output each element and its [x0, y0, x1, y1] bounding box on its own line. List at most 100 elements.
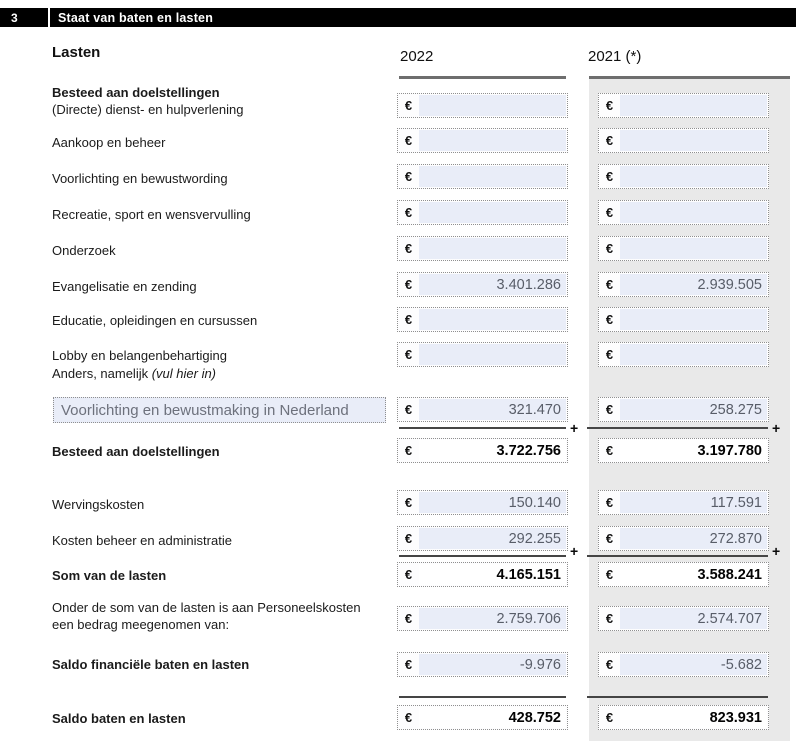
amount-field-saldo-financieel-2022[interactable]: € -9.976 — [397, 652, 568, 677]
euro-sign: € — [605, 567, 614, 582]
amount-value[interactable] — [620, 344, 767, 365]
amount-field-lobby-2021[interactable]: € — [598, 342, 769, 367]
amount-field-voorlichting-2022[interactable]: € — [397, 164, 568, 189]
amount-value[interactable] — [419, 309, 566, 330]
total-field-besteed-2022[interactable]: €3.722.756 — [397, 438, 568, 463]
euro-sign: € — [404, 402, 413, 417]
amount-value[interactable]: 3.401.286 — [419, 274, 566, 295]
amount-field-educatie-2021[interactable]: € — [598, 307, 769, 332]
amount-value[interactable]: -9.976 — [419, 654, 566, 675]
row-label-lobby-belangenbehartiging: Lobby en belangenbehartiging — [52, 348, 227, 363]
amount-value[interactable]: 258.275 — [620, 399, 767, 420]
total-field-besteed-2021[interactable]: €3.197.780 — [598, 438, 769, 463]
euro-sign: € — [404, 531, 413, 546]
euro-sign: € — [605, 98, 614, 113]
amount-value[interactable] — [620, 130, 767, 151]
row-label-dienst-hulpverlening: (Directe) dienst- en hulpverlening — [52, 102, 244, 117]
amount-field-dienst-2022[interactable]: € — [397, 93, 568, 118]
amount-value[interactable] — [620, 238, 767, 259]
amount-field-dienst-2021[interactable]: € — [598, 93, 769, 118]
amount-field-personeelskosten-2021[interactable]: €2.574.707 — [598, 606, 769, 631]
amount-field-wervingskosten-2022[interactable]: €150.140 — [397, 490, 568, 515]
amount-value[interactable]: 2.939.505 — [620, 274, 767, 295]
plus-sign-besteed-2022: + — [570, 420, 579, 436]
euro-sign: € — [404, 443, 413, 458]
amount-field-voorlichting-2021[interactable]: € — [598, 164, 769, 189]
personeelskosten-line1: Onder de som van de lasten is aan Person… — [52, 600, 361, 615]
amount-value[interactable] — [620, 309, 767, 330]
amount-value[interactable]: 2.759.706 — [419, 608, 566, 629]
euro-sign: € — [605, 277, 614, 292]
amount-value[interactable]: 272.870 — [620, 528, 767, 549]
section-header-bar: 3 Staat van baten en lasten — [0, 8, 796, 27]
euro-sign: € — [404, 205, 413, 220]
amount-value[interactable]: 117.591 — [620, 492, 767, 513]
amount-field-anders-2022[interactable]: €321.470 — [397, 397, 568, 422]
amount-value[interactable]: 3.197.780 — [620, 440, 767, 461]
amount-value[interactable] — [419, 202, 566, 223]
row-label-voorlichting-bewustwording: Voorlichting en bewustwording — [52, 171, 228, 186]
euro-sign: € — [404, 710, 413, 725]
amount-value[interactable]: 4.165.151 — [419, 564, 566, 585]
amount-value[interactable] — [419, 166, 566, 187]
amount-field-evangelisatie-2022[interactable]: €3.401.286 — [397, 272, 568, 297]
sum-line-besteed-2021 — [587, 427, 768, 429]
amount-value[interactable]: 3.588.241 — [620, 564, 767, 585]
euro-sign: € — [404, 241, 413, 256]
row-label-recreatie-sport: Recreatie, sport en wensvervulling — [52, 207, 251, 222]
amount-value[interactable] — [620, 166, 767, 187]
amount-field-onderzoek-2021[interactable]: € — [598, 236, 769, 261]
amount-value[interactable]: 428.752 — [419, 707, 566, 728]
amount-field-kosten-beheer-2021[interactable]: €272.870 — [598, 526, 769, 551]
amount-field-saldo-financieel-2021[interactable]: € -5.682 — [598, 652, 769, 677]
amount-value[interactable]: 823.931 — [620, 707, 767, 728]
euro-sign: € — [404, 169, 413, 184]
plus-sign-som-2022: + — [570, 543, 579, 559]
euro-sign: € — [605, 443, 614, 458]
amount-field-aankoop-2022[interactable]: € — [397, 128, 568, 153]
amount-field-educatie-2022[interactable]: € — [397, 307, 568, 332]
amount-value[interactable] — [419, 238, 566, 259]
amount-field-evangelisatie-2021[interactable]: €2.939.505 — [598, 272, 769, 297]
euro-sign: € — [404, 98, 413, 113]
column-underline-2022 — [399, 76, 566, 79]
row-label-aankoop-en-beheer: Aankoop en beheer — [52, 135, 166, 150]
total-field-som-2022[interactable]: €4.165.151 — [397, 562, 568, 587]
total-field-saldo-2021[interactable]: €823.931 — [598, 705, 769, 730]
section-number: 3 — [11, 10, 18, 25]
amount-value[interactable]: 292.255 — [419, 528, 566, 549]
amount-field-lobby-2022[interactable]: € — [397, 342, 568, 367]
amount-field-recreatie-2021[interactable]: € — [598, 200, 769, 225]
amount-field-aankoop-2021[interactable]: € — [598, 128, 769, 153]
euro-sign: € — [404, 133, 413, 148]
amount-value[interactable]: 3.722.756 — [419, 440, 566, 461]
total-line-saldo-2022 — [399, 696, 566, 698]
amount-value[interactable] — [620, 202, 767, 223]
amount-value[interactable]: 150.140 — [419, 492, 566, 513]
anders-description-input[interactable]: Voorlichting en bewustmaking in Nederlan… — [53, 397, 386, 423]
amount-value[interactable] — [419, 130, 566, 151]
row-label-evangelisatie-zending: Evangelisatie en zending — [52, 279, 197, 294]
amount-value[interactable] — [419, 344, 566, 365]
row-label-educatie-opleidingen: Educatie, opleidingen en cursussen — [52, 313, 258, 328]
amount-value[interactable]: -5.682 — [620, 654, 767, 675]
amount-field-anders-2021[interactable]: €258.275 — [598, 397, 769, 422]
amount-value[interactable]: 321.470 — [419, 399, 566, 420]
amount-value[interactable]: 2.574.707 — [620, 608, 767, 629]
euro-sign: € — [605, 312, 614, 327]
amount-value[interactable] — [620, 95, 767, 116]
euro-sign: € — [605, 169, 614, 184]
personeelskosten-line2: een bedrag meegenomen van: — [52, 617, 230, 632]
amount-field-kosten-beheer-2022[interactable]: €292.255 — [397, 526, 568, 551]
total-field-saldo-2022[interactable]: €428.752 — [397, 705, 568, 730]
amount-field-wervingskosten-2021[interactable]: €117.591 — [598, 490, 769, 515]
amount-value[interactable] — [419, 95, 566, 116]
amount-field-personeelskosten-2022[interactable]: €2.759.706 — [397, 606, 568, 631]
total-line-saldo-2021 — [587, 696, 768, 698]
euro-sign: € — [404, 312, 413, 327]
row-label-wervingskosten: Wervingskosten — [52, 497, 145, 512]
amount-field-onderzoek-2022[interactable]: € — [397, 236, 568, 261]
total-field-som-2021[interactable]: €3.588.241 — [598, 562, 769, 587]
amount-field-recreatie-2022[interactable]: € — [397, 200, 568, 225]
